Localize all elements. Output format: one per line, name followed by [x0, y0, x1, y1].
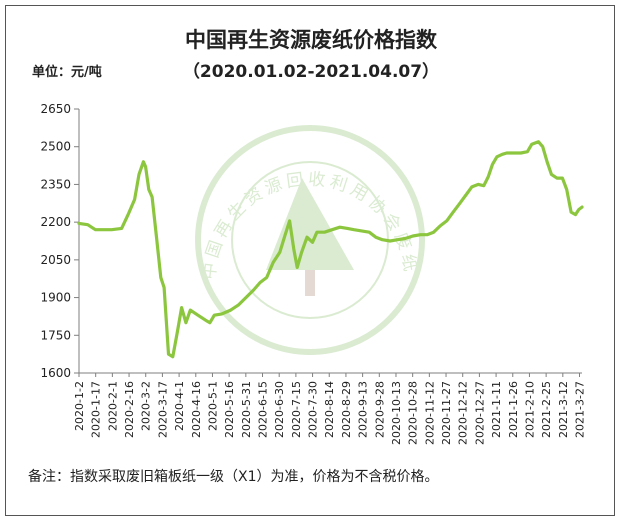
x-tick-label: 2021-1-11: [490, 381, 503, 438]
x-tick-label: 2020-2-16: [123, 381, 136, 438]
footnote: 备注：指数采取废旧箱板纸一级（X1）为准，价格为不含税价格。: [28, 469, 439, 485]
x-tick-label: 2020-5-16: [223, 381, 236, 438]
x-tick-label: 2020-8-14: [323, 381, 336, 438]
price-index-line: [77, 140, 584, 359]
x-tick-label: 2020-5-1: [206, 381, 219, 431]
y-tick-label: 1900: [40, 291, 71, 305]
x-tick-label: 2020-12-12: [457, 381, 470, 445]
x-tick-label: 2020-12-27: [473, 381, 486, 445]
x-tick-label: 2020-7-30: [307, 381, 320, 438]
x-tick-label: 2021-1-26: [507, 381, 520, 438]
chart-frame: [5, 5, 615, 516]
x-tick-label: 2020-6-30: [273, 381, 286, 438]
y-tick-label: 2650: [40, 102, 71, 116]
x-tick-label: 2020-3-2: [140, 381, 153, 431]
unit-label: 单位：元/吨: [32, 65, 102, 80]
x-tick-label: 2020-3-17: [156, 381, 169, 438]
x-tick-label: 2020-10-28: [407, 381, 420, 445]
x-tick-label: 2021-2-10: [523, 381, 536, 438]
x-tick-label: 2020-4-1: [173, 381, 186, 431]
y-tick-label: 1750: [40, 328, 71, 342]
chart-title: 中国再生资源废纸价格指数: [185, 28, 437, 52]
y-tick-label: 2500: [40, 140, 71, 154]
x-tick-label: 2020-11-27: [440, 381, 453, 445]
x-tick-label: 2020-9-13: [357, 381, 370, 438]
x-tick-label: 2020-4-16: [190, 381, 203, 438]
x-tick-label: 2020-9-28: [373, 381, 386, 438]
x-tick-label: 2020-1-2: [73, 381, 86, 431]
x-tick-label: 2020-11-12: [423, 381, 436, 445]
x-tick-label: 2020-1-17: [90, 381, 103, 438]
y-tick-label: 2200: [40, 215, 71, 229]
x-tick-label: 2020-2-1: [106, 381, 119, 431]
x-tick-label: 2021-2-25: [540, 381, 553, 438]
chart-subtitle: （2020.01.02-2021.04.07）: [182, 62, 440, 82]
y-tick-label: 2350: [40, 177, 71, 191]
y-tick-label: 2050: [40, 253, 71, 267]
x-tick-label: 2020-10-13: [390, 381, 403, 445]
x-tick-label: 2020-5-31: [240, 381, 253, 438]
x-tick-label: 2020-6-15: [257, 381, 270, 438]
x-tick-label: 2021-3-12: [557, 381, 570, 438]
x-tick-label: 2020-8-29: [340, 381, 353, 438]
x-tick-label: 2020-7-15: [290, 381, 303, 438]
y-tick-label: 1600: [40, 366, 71, 380]
x-tick-label: 2021-3-27: [573, 381, 586, 438]
